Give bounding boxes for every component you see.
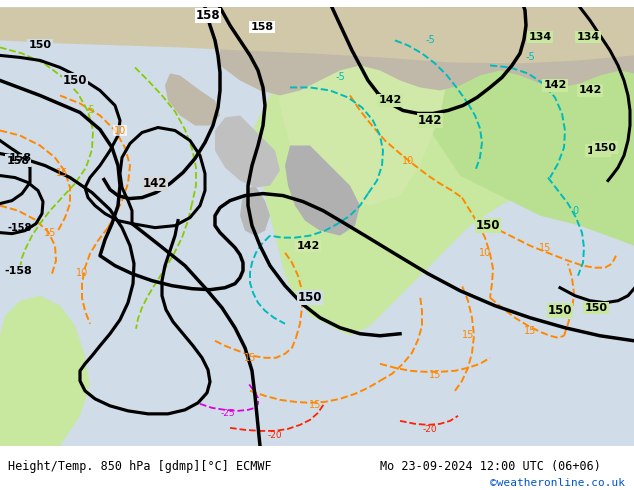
Text: 142: 142 [543,80,567,91]
Text: 142: 142 [296,241,320,251]
Text: ©weatheronline.co.uk: ©weatheronline.co.uk [490,478,625,488]
Text: 15: 15 [244,353,256,363]
Text: 10: 10 [76,268,88,278]
Text: 10: 10 [114,125,126,136]
Text: -5: -5 [525,52,535,62]
Text: -25: -25 [221,409,235,418]
Polygon shape [275,7,450,206]
Text: 142: 142 [418,114,443,127]
Text: 158: 158 [196,9,220,22]
Text: Height/Temp. 850 hPa [gdmp][°C] ECMWF: Height/Temp. 850 hPa [gdmp][°C] ECMWF [8,460,271,473]
Text: 0: 0 [572,206,578,216]
Text: -5: -5 [85,105,95,116]
Text: -20: -20 [268,431,282,440]
Text: 10: 10 [402,155,414,166]
Text: 150: 150 [586,146,609,155]
Polygon shape [220,7,634,96]
Text: 142: 142 [578,85,602,96]
Text: 15: 15 [462,330,474,340]
Text: 134: 134 [576,32,600,43]
Text: -20: -20 [423,425,437,434]
Text: 142: 142 [378,96,402,105]
Text: 134: 134 [528,32,552,43]
Text: -5: -5 [335,73,345,82]
Text: 10: 10 [479,247,491,258]
Text: Mo 23-09-2024 12:00 UTC (06+06): Mo 23-09-2024 12:00 UTC (06+06) [380,460,601,473]
Text: 142: 142 [143,175,167,186]
Text: 15: 15 [309,400,321,410]
Text: 150: 150 [548,304,573,317]
Text: 150: 150 [298,291,322,304]
Text: 150: 150 [29,40,51,50]
Text: -158: -158 [8,222,32,233]
Polygon shape [0,7,634,63]
Text: 15: 15 [44,228,56,238]
Polygon shape [215,116,280,188]
Text: -158: -158 [4,266,32,276]
Polygon shape [285,146,360,236]
Text: 15: 15 [56,168,68,177]
Text: 150: 150 [585,303,607,313]
Polygon shape [250,7,634,336]
Text: -5: -5 [425,35,435,46]
Polygon shape [0,295,90,446]
Text: 15: 15 [539,243,551,253]
Text: 142: 142 [143,177,167,190]
Text: 158: 158 [250,23,273,32]
Text: 158: 158 [8,152,32,163]
Polygon shape [400,7,634,245]
Polygon shape [165,74,220,125]
Text: 150: 150 [476,219,500,232]
Text: 15: 15 [524,326,536,336]
Text: 150: 150 [593,143,616,152]
Text: 150: 150 [63,74,87,87]
Text: 15: 15 [429,370,441,380]
Polygon shape [240,186,270,236]
Text: 158: 158 [6,155,30,166]
